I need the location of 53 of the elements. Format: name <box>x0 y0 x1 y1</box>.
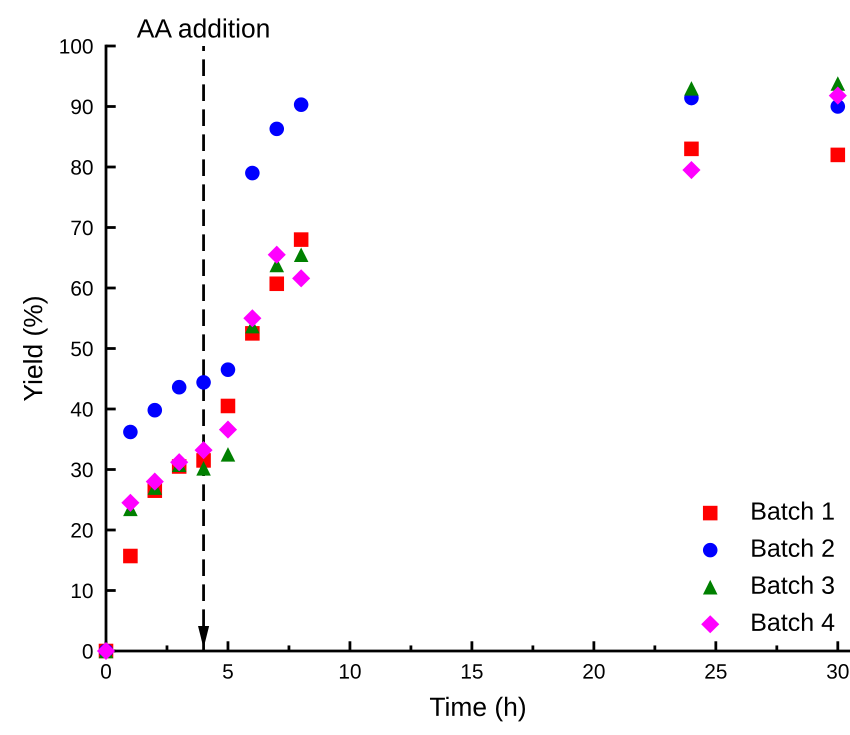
legend-label: Batch 4 <box>752 612 834 632</box>
ref-line-label: AA addition <box>136 18 269 38</box>
y-tick-label: 0 <box>82 644 93 659</box>
y-tick-label: 50 <box>71 342 93 356</box>
point <box>194 441 213 460</box>
x-tick-label: 5 <box>223 664 233 679</box>
x-tick-label: 0 <box>101 664 111 679</box>
point <box>294 247 308 262</box>
point <box>148 402 162 418</box>
point <box>269 122 284 136</box>
point <box>292 269 310 288</box>
y-tick-label: 20 <box>71 523 93 538</box>
x-tick-label: 20 <box>583 664 605 679</box>
point <box>220 398 236 414</box>
point <box>172 380 186 395</box>
point <box>146 472 164 491</box>
point <box>684 142 699 156</box>
y-tick-label: 90 <box>71 100 93 114</box>
point <box>218 420 238 439</box>
y-tick-label: 70 <box>71 220 93 236</box>
x-tick-label: 30 <box>827 664 849 679</box>
y-tick-label: 80 <box>71 160 93 175</box>
point <box>123 424 138 440</box>
y-tick-label: 30 <box>71 462 93 478</box>
y-tick-label: 60 <box>71 281 93 296</box>
point <box>682 160 700 180</box>
point <box>294 232 308 247</box>
x-tick-label: 10 <box>340 664 361 679</box>
point <box>243 309 262 328</box>
point <box>828 86 847 105</box>
point <box>245 166 260 180</box>
point <box>268 246 286 264</box>
point <box>121 494 140 512</box>
point <box>294 97 308 112</box>
legend-label: Batch 3 <box>752 576 834 594</box>
point <box>684 81 699 96</box>
legend-label: Batch 2 <box>752 538 834 557</box>
point <box>269 276 284 292</box>
point <box>196 461 211 476</box>
point <box>220 447 236 462</box>
point <box>123 548 138 564</box>
y-axis-title: Yield (%) <box>23 297 48 401</box>
y-tick-label: 10 <box>72 584 93 598</box>
x-tick-label: 25 <box>705 664 727 679</box>
x-tick-label: 15 <box>462 664 483 679</box>
point <box>830 148 846 162</box>
point <box>170 453 188 472</box>
y-tick-label: 40 <box>70 402 93 417</box>
x-axis-title: Time (h) <box>430 696 525 722</box>
point <box>220 362 236 377</box>
legend-label: Batch 1 <box>752 502 834 520</box>
y-tick-label: 100 <box>60 39 93 54</box>
point <box>196 375 211 390</box>
